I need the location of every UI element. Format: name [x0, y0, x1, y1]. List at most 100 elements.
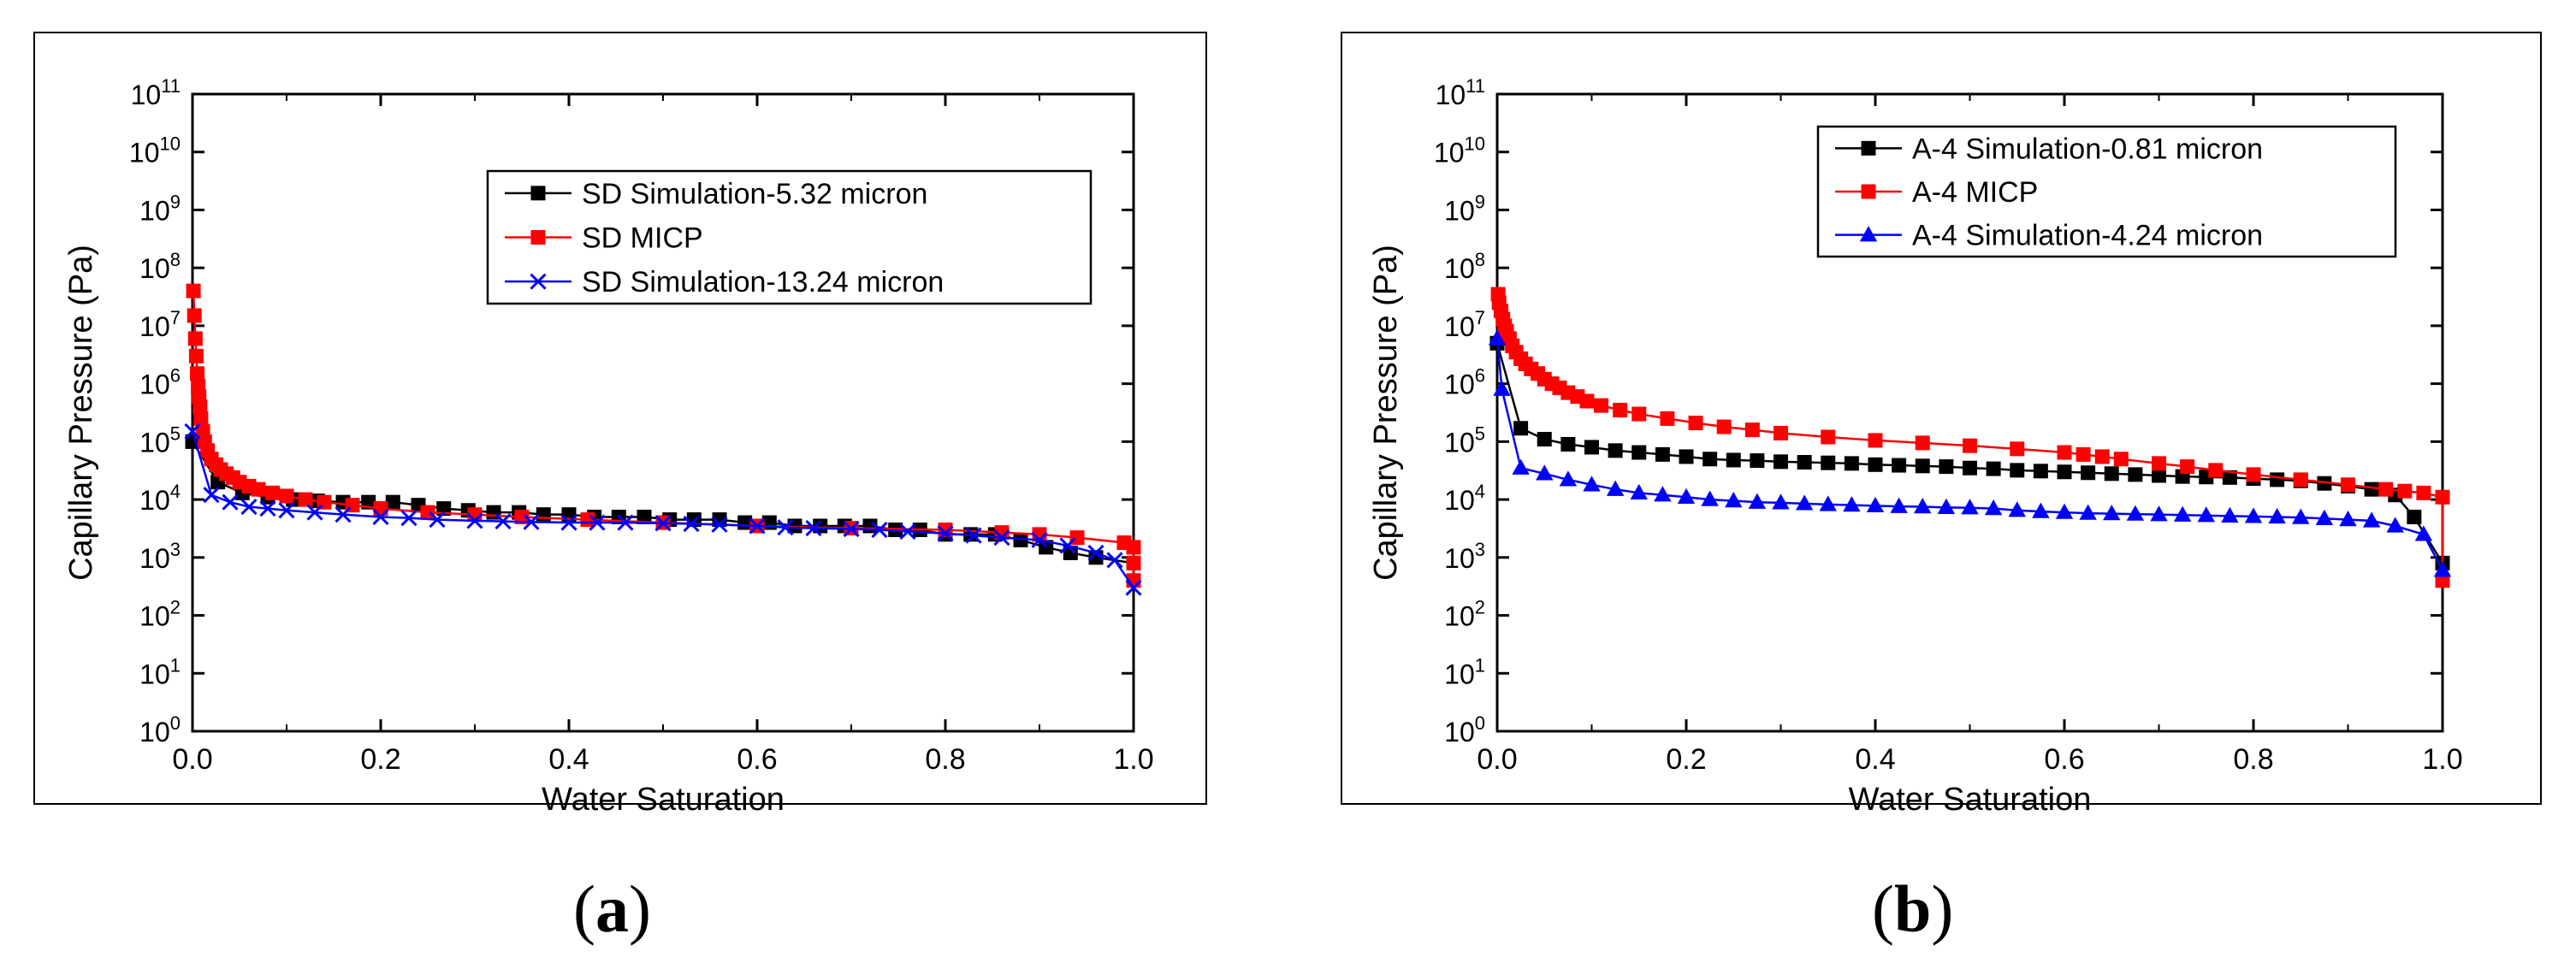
series-line	[1496, 293, 2444, 581]
x-tick-label: 0.2	[1666, 743, 1706, 776]
marker-stroke	[749, 517, 766, 535]
data-point	[2315, 509, 2334, 525]
data-point	[1774, 454, 1788, 470]
data-point	[1512, 458, 1530, 475]
data-point	[2010, 441, 2025, 457]
data-point	[2126, 505, 2145, 521]
legend-box	[486, 169, 1093, 305]
data-point	[711, 516, 728, 533]
data-point	[1961, 499, 1979, 515]
data-point	[1890, 497, 1908, 513]
data-point	[1583, 476, 1601, 492]
data-point	[1772, 493, 1790, 510]
marker-stroke	[335, 506, 352, 523]
data-point	[1594, 398, 1609, 413]
data-point	[1963, 438, 1977, 453]
data-point	[188, 348, 204, 363]
data-point	[654, 515, 672, 532]
legend-marker	[1861, 184, 1876, 199]
marker-stroke	[965, 527, 982, 544]
data-point	[2246, 467, 2261, 482]
data-point	[1774, 425, 1788, 440]
data-point	[1986, 461, 2001, 476]
data-point	[251, 482, 266, 497]
data-point	[190, 366, 204, 381]
data-point	[2378, 482, 2394, 497]
data-point	[2173, 505, 2192, 522]
data-point	[1560, 436, 1576, 452]
marker-stroke	[937, 525, 954, 542]
marker-stroke	[494, 513, 512, 530]
marker-stroke	[683, 515, 700, 533]
data-point	[1631, 406, 1647, 422]
data-point	[2435, 489, 2450, 505]
data-point	[993, 529, 1010, 546]
data-point	[2293, 472, 2308, 487]
data-point	[372, 508, 389, 526]
data-point	[2197, 506, 2215, 523]
marker-stroke	[589, 514, 606, 531]
x-tick-label: 0.6	[737, 743, 777, 776]
data-point	[683, 515, 700, 533]
data-point	[1726, 452, 1741, 468]
data-point	[1937, 498, 1956, 514]
data-point	[1984, 499, 2003, 516]
data-point	[1688, 416, 1703, 431]
marker-stroke	[711, 516, 728, 533]
data-point	[1868, 433, 1883, 448]
x-tick-label: 1.0	[2422, 743, 2462, 776]
data-point	[1031, 531, 1048, 548]
y-tick-label: 109	[1444, 191, 1485, 226]
data-point	[2433, 561, 2452, 577]
legend-entry: SD Simulation-5.32 micron	[505, 178, 927, 210]
series-2	[1490, 287, 2450, 588]
legend-entry: SD MICP	[505, 222, 703, 255]
legend-label: SD MICP	[582, 222, 703, 255]
data-point	[240, 498, 258, 516]
data-point	[1059, 537, 1076, 554]
data-point	[994, 525, 1010, 541]
y-axis-label: Capillary Pressure (Pa)	[1368, 245, 1404, 581]
data-point	[1821, 455, 1836, 470]
y-tick-label: 100	[139, 712, 181, 747]
data-point	[2221, 506, 2239, 523]
marker-stroke	[400, 510, 417, 527]
legend-label: SD Simulation-5.32 micron	[582, 178, 927, 210]
marker-stroke	[259, 500, 276, 517]
data-point	[1744, 422, 1760, 438]
data-point	[1868, 457, 1883, 472]
data-point	[589, 514, 606, 531]
legend-label: A-4 MICP	[1912, 176, 2038, 209]
marker-stroke	[466, 512, 483, 529]
data-point	[777, 519, 794, 536]
data-point	[560, 514, 577, 531]
y-tick-label: 103	[139, 539, 181, 574]
data-point	[279, 488, 294, 504]
data-point	[1677, 487, 1696, 504]
y-tick-label: 106	[1444, 365, 1485, 400]
data-point	[1963, 460, 1977, 476]
data-point	[899, 523, 916, 541]
marker-stroke	[1125, 579, 1142, 596]
data-point	[637, 509, 652, 524]
data-point	[2008, 501, 2026, 517]
data-point	[186, 283, 201, 298]
data-point	[429, 511, 446, 529]
x-tick-label: 0.0	[172, 743, 212, 776]
data-point	[1914, 498, 1932, 514]
data-point	[1819, 495, 1837, 511]
data-point	[2386, 517, 2404, 533]
data-point	[2435, 573, 2450, 588]
marker-stroke	[240, 498, 258, 516]
legend-marker	[1861, 140, 1876, 156]
legend-entry: A-4 MICP	[1835, 176, 2038, 209]
y-tick-label: 107	[1444, 307, 1485, 342]
data-point	[2152, 456, 2166, 471]
x-tick-label: 0.6	[2044, 743, 2084, 776]
data-point	[2268, 507, 2286, 524]
data-point	[2292, 508, 2310, 524]
data-point	[2032, 502, 2050, 518]
data-point	[805, 520, 822, 537]
